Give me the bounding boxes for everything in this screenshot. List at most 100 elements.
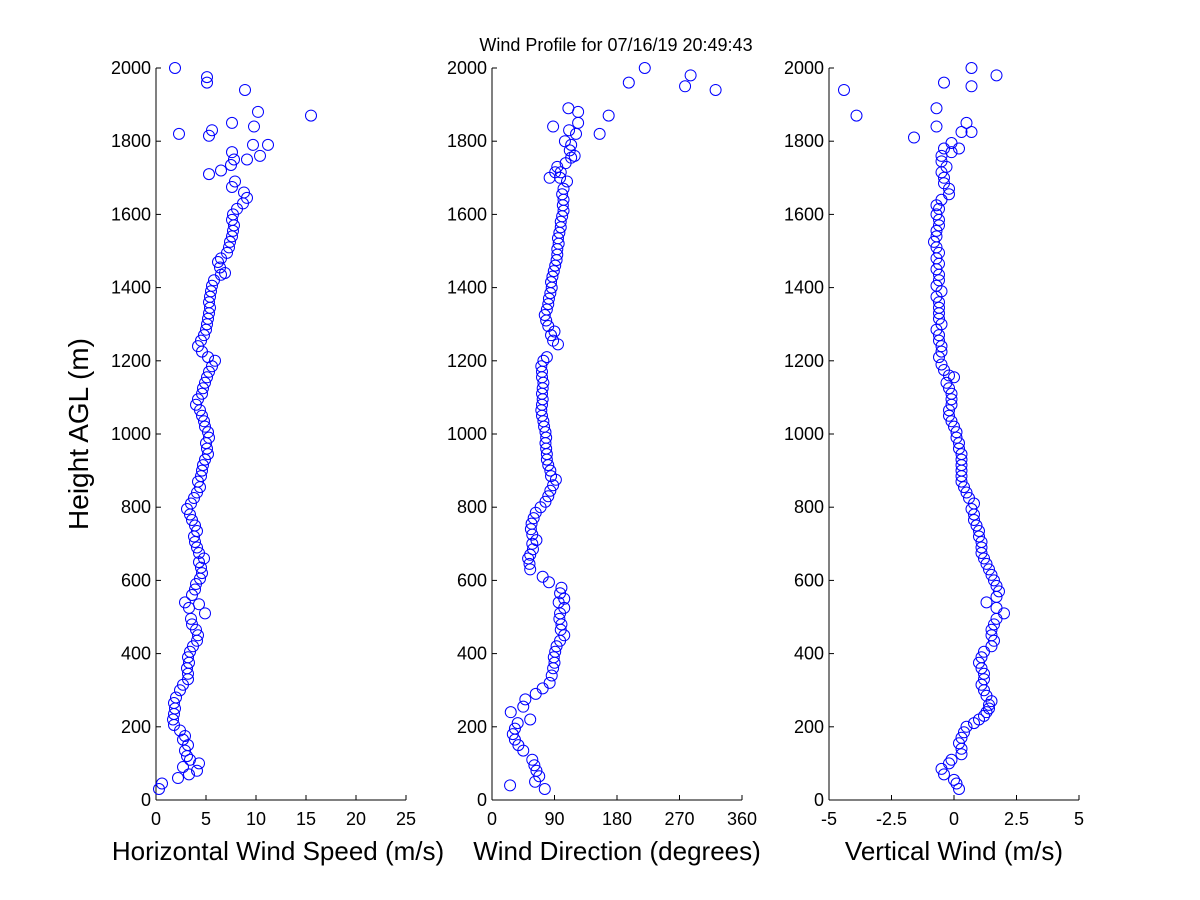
chart-title: Wind Profile for 07/16/19 20:49:43 bbox=[479, 35, 752, 55]
speed-y-tick-label: 2000 bbox=[111, 58, 151, 78]
vertical-data-point bbox=[943, 382, 955, 395]
speed-data-point bbox=[184, 645, 196, 658]
vertical-data-point bbox=[950, 426, 963, 439]
direction-y-tick-label: 1800 bbox=[447, 131, 487, 151]
speed-data-point bbox=[195, 561, 207, 574]
direction-x-axis-label: Wind Direction (degrees) bbox=[473, 836, 761, 866]
direction-data-point bbox=[563, 144, 576, 157]
vertical-data-point bbox=[953, 783, 965, 796]
vertical-data-point bbox=[988, 634, 1000, 647]
vertical-y-tick-label: 1800 bbox=[784, 131, 824, 151]
speed-y-tick-label: 800 bbox=[121, 497, 151, 517]
vertical-data-point bbox=[943, 188, 955, 201]
direction-x-tick-label: 180 bbox=[602, 809, 632, 829]
vertical-y-tick-label: 200 bbox=[794, 717, 824, 737]
vertical-data-point bbox=[978, 552, 990, 565]
vertical-data-point bbox=[985, 623, 998, 636]
vertical-data-point bbox=[935, 345, 948, 358]
vertical-data-point bbox=[990, 601, 1003, 614]
speed-data-point bbox=[153, 783, 165, 796]
vertical-data-point bbox=[945, 146, 958, 159]
speed-y-tick-label: 1200 bbox=[111, 351, 151, 371]
direction-data-point bbox=[525, 517, 538, 530]
direction-data-point bbox=[554, 215, 567, 228]
speed-data-point bbox=[305, 109, 317, 122]
speed-data-point bbox=[252, 105, 264, 118]
speed-data-point bbox=[201, 76, 213, 89]
vertical-data-point bbox=[958, 481, 970, 494]
speed-data-point bbox=[241, 191, 253, 204]
direction-data-point bbox=[538, 783, 551, 796]
speed-data-point bbox=[223, 241, 235, 254]
vertical-data-point bbox=[838, 83, 850, 96]
direction-x-tick-label: 90 bbox=[544, 809, 564, 829]
vertical-data-point bbox=[948, 773, 960, 786]
direction-data-point bbox=[536, 570, 549, 583]
speed-data-point bbox=[201, 71, 213, 84]
vertical-x-tick-label: 2.5 bbox=[1004, 809, 1029, 829]
speed-data-point bbox=[188, 492, 200, 505]
vertical-data-point bbox=[950, 777, 963, 790]
direction-y-tick-label: 200 bbox=[457, 717, 487, 737]
direction-data-point bbox=[622, 76, 635, 89]
speed-data-point bbox=[156, 777, 168, 790]
vertical-data-point bbox=[978, 667, 990, 680]
vertical-data-point bbox=[938, 768, 950, 781]
direction-data-point bbox=[524, 523, 537, 536]
vertical-data-point bbox=[983, 702, 995, 715]
speed-data-point bbox=[241, 153, 253, 166]
vertical-data-point bbox=[965, 126, 978, 139]
vertical-data-point bbox=[980, 557, 993, 570]
vertical-data-point bbox=[973, 530, 985, 543]
speed-data-point bbox=[183, 768, 195, 781]
direction-data-point bbox=[638, 62, 651, 74]
vertical-data-point bbox=[990, 579, 1003, 592]
speed-data-point bbox=[189, 519, 201, 532]
speed-data-point bbox=[186, 589, 198, 602]
speed-data-point bbox=[182, 651, 194, 664]
speed-data-point bbox=[196, 409, 208, 422]
direction-y-tick-label: 1200 bbox=[447, 351, 487, 371]
vertical-data-point bbox=[975, 541, 988, 554]
speed-data-point bbox=[214, 261, 226, 274]
speed-data-point bbox=[203, 431, 215, 444]
direction-data-point bbox=[545, 470, 558, 483]
vertical-data-point bbox=[933, 351, 945, 364]
direction-data-point bbox=[562, 102, 575, 115]
vertical-data-point bbox=[983, 698, 995, 711]
vertical-x-tick-label: -2.5 bbox=[876, 809, 907, 829]
vertical-data-point bbox=[950, 431, 963, 444]
speed-data-point bbox=[192, 475, 204, 488]
direction-data-point bbox=[533, 770, 546, 783]
vertical-x-tick-label: -5 bbox=[821, 809, 837, 829]
vertical-x-tick-label: 5 bbox=[1074, 809, 1084, 829]
speed-data-point bbox=[198, 329, 210, 342]
vertical-data-point bbox=[953, 442, 965, 455]
direction-data-point bbox=[546, 270, 559, 283]
vertical-data-point bbox=[945, 387, 958, 400]
speed-data-point bbox=[179, 596, 191, 609]
speed-x-tick-label: 0 bbox=[151, 809, 161, 829]
vertical-data-point bbox=[955, 731, 968, 744]
vertical-x-tick-label: 0 bbox=[949, 809, 959, 829]
direction-data-point bbox=[542, 320, 555, 333]
speed-data-point bbox=[191, 541, 203, 554]
vertical-data-point bbox=[975, 678, 988, 691]
direction-data-point bbox=[547, 651, 560, 664]
vertical-data-point bbox=[953, 437, 965, 450]
vertical-data-point bbox=[930, 224, 943, 237]
direction-data-point bbox=[545, 669, 558, 682]
direction-data-point bbox=[563, 124, 576, 137]
direction-data-point bbox=[539, 495, 552, 508]
speed-data-point bbox=[247, 138, 259, 151]
speed-data-point bbox=[195, 334, 207, 347]
direction-data-point bbox=[536, 682, 549, 695]
vertical-data-point bbox=[960, 116, 973, 129]
direction-y-tick-label: 800 bbox=[457, 497, 487, 517]
direction-data-point bbox=[547, 265, 560, 278]
direction-data-point bbox=[537, 354, 550, 367]
vertical-data-point bbox=[958, 726, 970, 739]
speed-data-point bbox=[170, 691, 182, 704]
vertical-data-point bbox=[955, 453, 968, 466]
vertical-data-point bbox=[928, 235, 940, 248]
